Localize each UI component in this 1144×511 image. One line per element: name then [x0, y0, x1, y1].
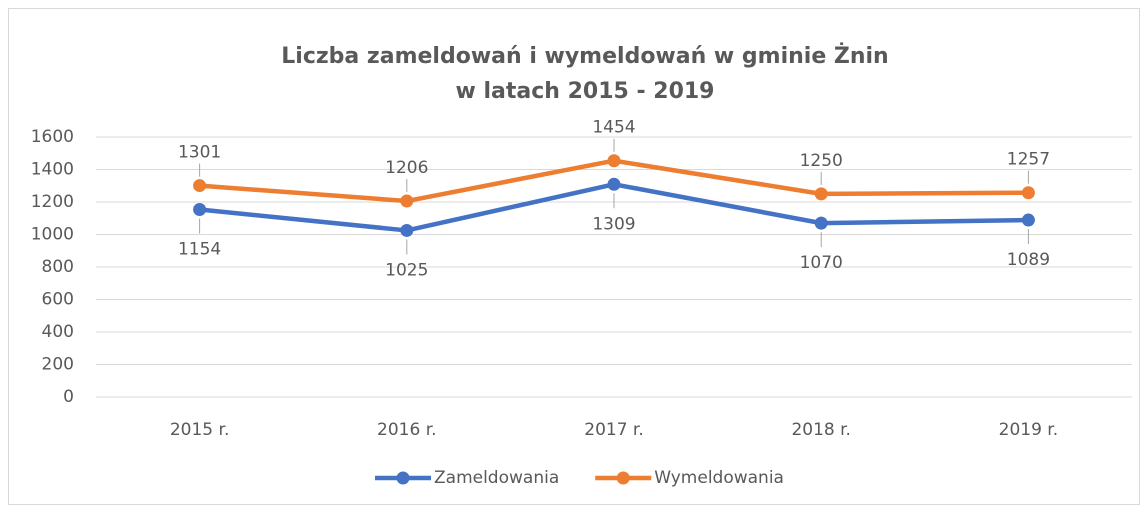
- y-tick-label: 600: [42, 290, 74, 310]
- y-tick-label: 200: [42, 355, 74, 375]
- y-tick-label: 400: [42, 322, 74, 342]
- y-tick-label: 1400: [31, 160, 74, 180]
- point: [607, 177, 621, 191]
- point: [1021, 213, 1035, 227]
- legend-label: Zameldowania: [434, 468, 559, 488]
- data-label: 1206: [385, 158, 428, 178]
- x-tick-label: 2018 r.: [791, 420, 851, 440]
- data-label: 1301: [178, 143, 221, 163]
- data-label: 1089: [1007, 250, 1050, 270]
- data-label: 1154: [178, 239, 221, 259]
- data-label: 1454: [592, 118, 635, 138]
- x-tick-label: 2016 r.: [377, 420, 437, 440]
- data-label: 1309: [592, 214, 635, 234]
- point: [193, 202, 207, 216]
- point: [400, 223, 414, 237]
- y-tick-label: 1200: [31, 192, 74, 212]
- data-label: 1025: [385, 260, 428, 280]
- point: [1021, 186, 1035, 200]
- x-tick-label: 2019 r.: [999, 420, 1059, 440]
- y-tick-label: 800: [42, 257, 74, 277]
- y-tick-label: 1600: [31, 127, 74, 147]
- x-tick-label: 2017 r.: [584, 420, 644, 440]
- chart-title: w latach 2015 - 2019: [455, 79, 714, 104]
- point: [193, 179, 207, 193]
- y-tick-label: 1000: [31, 225, 74, 245]
- chart-title: Liczba zameldowań i wymeldowań w gminie …: [281, 43, 888, 69]
- legend-label: Wymeldowania: [654, 468, 784, 488]
- chart-border: [8, 8, 1140, 505]
- x-tick-label: 2015 r.: [170, 420, 230, 440]
- y-tick-label: 0: [63, 387, 74, 407]
- point: [814, 187, 828, 201]
- point: [607, 154, 621, 168]
- legend-marker: [396, 471, 410, 485]
- data-label: 1257: [1007, 150, 1050, 170]
- data-label: 1250: [800, 151, 843, 171]
- point: [400, 194, 414, 208]
- point: [814, 216, 828, 230]
- data-label: 1070: [800, 253, 843, 273]
- legend-marker: [616, 471, 630, 485]
